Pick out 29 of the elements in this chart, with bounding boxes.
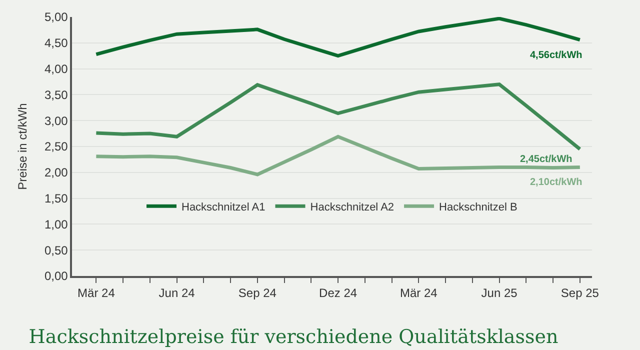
x-tick-label: Mär 24 bbox=[400, 286, 438, 300]
y-tick-label: 4,50 bbox=[44, 36, 68, 50]
y-tick-label: 0,00 bbox=[44, 269, 68, 284]
text: Hackschnitzelpreise für verschiedene Qualitätsklassen bbox=[28, 326, 558, 348]
legend-label: Hackschnitzel A2 bbox=[310, 201, 394, 214]
annotation: 4,56ct/kWh bbox=[530, 50, 582, 61]
y-tick-label: 2,00 bbox=[44, 166, 68, 180]
y-tick-label: 0,50 bbox=[44, 243, 68, 258]
y-tick-label: 2,50 bbox=[44, 140, 68, 154]
annotation: 2,45ct/kWh bbox=[520, 154, 572, 165]
legend-label: Hackschnitzel B bbox=[439, 201, 518, 214]
line-series bbox=[94, 134, 582, 176]
y-axis-title: Preise in ct/kWh bbox=[15, 103, 30, 190]
y-tick-label: 3,00 bbox=[44, 114, 68, 128]
y-tick-label: 1,50 bbox=[44, 192, 68, 206]
x-tick-label: Jun 24 bbox=[158, 286, 196, 300]
x-tick-label: Sep 25 bbox=[560, 286, 600, 300]
annotation: 2,10ct/kWh bbox=[530, 177, 582, 188]
legend-label: Hackschnitzel A1 bbox=[182, 201, 266, 214]
x-tick-label: Sep 24 bbox=[238, 286, 277, 300]
y-tick-label: 4,00 bbox=[44, 62, 68, 76]
y-tick-label: 5,00 bbox=[44, 10, 68, 24]
line-series bbox=[94, 82, 582, 151]
y-tick-label: 1,00 bbox=[44, 217, 68, 232]
line-series bbox=[94, 17, 582, 58]
x-tick-label: Jun 25 bbox=[481, 286, 518, 300]
y-tick-label: 3,50 bbox=[44, 88, 68, 102]
x-tick-label: Mär 24 bbox=[78, 286, 116, 300]
x-tick-label: Dez 24 bbox=[319, 286, 358, 300]
